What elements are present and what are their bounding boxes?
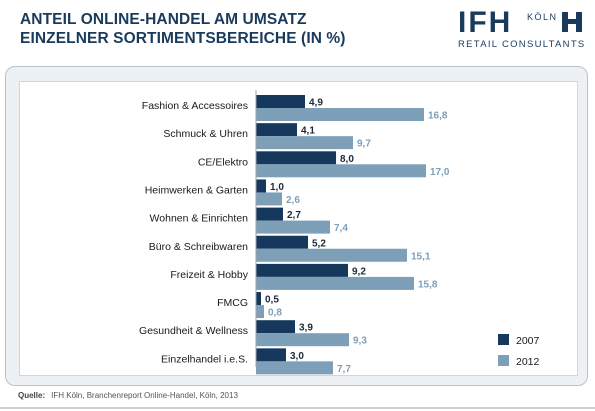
data-label-2012: 0,8 bbox=[268, 308, 282, 319]
bar-2012 bbox=[256, 108, 424, 121]
category-group: Schmuck & Uhren 4,1 9,7 bbox=[163, 123, 371, 150]
source-note: Quelle: IFH Köln, Branchenreport Online-H… bbox=[18, 391, 238, 400]
legend-swatch-2007 bbox=[498, 334, 509, 345]
bar-chart: Fashion & Accessoires 4,9 16,8 Schmuck & Uh… bbox=[139, 90, 540, 375]
data-label-2007: 4,9 bbox=[309, 98, 323, 109]
bar-2007 bbox=[256, 207, 283, 221]
chart-title-line-1: ANTEIL ONLINE-HANDEL AM UMSATZ bbox=[20, 11, 307, 28]
category-label: Büro & Schreibwaren bbox=[149, 241, 248, 253]
logo-wordmark: IFH bbox=[458, 6, 513, 39]
bottom-accent-line bbox=[0, 407, 595, 409]
data-label-2007: 5,2 bbox=[312, 238, 326, 249]
data-label-2007: 1,0 bbox=[270, 182, 284, 193]
data-label-2007: 9,2 bbox=[352, 266, 366, 277]
bar-2007 bbox=[256, 151, 336, 165]
legend-swatch-2012 bbox=[498, 355, 509, 366]
category-label: Schmuck & Uhren bbox=[163, 128, 248, 140]
legend-label-2012: 2012 bbox=[516, 356, 540, 368]
category-group: Büro & Schreibwaren 5,2 15,1 bbox=[149, 235, 431, 262]
data-label-2007: 3,9 bbox=[299, 323, 313, 334]
data-label-2012: 17,0 bbox=[430, 167, 450, 178]
bar-2012 bbox=[256, 164, 426, 178]
category-group: FMCG 0,5 0,8 bbox=[217, 292, 282, 319]
source-text: IFH Köln, Branchenreport Online-Handel, … bbox=[51, 391, 238, 400]
chart-header: ANTEIL ONLINE-HANDEL AM UMSATZ EINZELNER… bbox=[0, 0, 595, 62]
bar-2007 bbox=[256, 263, 348, 277]
category-group: Einzelhandel i.e.S. 3,0 7,7 bbox=[161, 348, 351, 375]
bar-2007 bbox=[256, 320, 295, 334]
category-label: Heimwerken & Garten bbox=[145, 184, 248, 196]
data-label-2012: 9,7 bbox=[357, 139, 371, 150]
category-label: FMCG bbox=[217, 297, 248, 309]
logo-city: KÖLN bbox=[527, 12, 558, 22]
data-label-2012: 16,8 bbox=[428, 111, 448, 122]
bar-2007 bbox=[256, 235, 308, 249]
category-group: Fashion & Accessoires 4,9 16,8 bbox=[142, 95, 448, 122]
bar-2007 bbox=[256, 179, 266, 193]
plot-area: Fashion & Accessoires 4,9 16,8 Schmuck & Uh… bbox=[19, 81, 578, 376]
ifh-logo: IFH KÖLN RETAIL CONSULTANTS bbox=[458, 6, 586, 52]
bar-2012 bbox=[256, 192, 282, 206]
bar-2007 bbox=[256, 95, 305, 108]
bar-2007 bbox=[256, 348, 286, 362]
category-label: Fashion & Accessoires bbox=[142, 100, 248, 112]
category-label: Freizeit & Hobby bbox=[170, 269, 248, 281]
chart-panel: Fashion & Accessoires 4,9 16,8 Schmuck & Uh… bbox=[5, 66, 588, 386]
logo-h-icon bbox=[562, 12, 582, 32]
data-label-2007: 4,1 bbox=[301, 126, 315, 137]
category-group: Heimwerken & Garten 1,02,6 bbox=[145, 179, 300, 206]
source-label: Quelle: bbox=[18, 391, 46, 400]
data-label-2012: 2,6 bbox=[286, 195, 300, 206]
bar-2012 bbox=[256, 305, 264, 319]
category-group: CE/Elektro 8,0 17,0 bbox=[198, 151, 450, 178]
logo-subtitle: RETAIL CONSULTANTS bbox=[458, 39, 586, 50]
data-label-2007: 3,0 bbox=[290, 351, 304, 362]
category-group: Wohnen & Einrichten 2,7 7,4 bbox=[150, 207, 348, 234]
data-label-2012: 15,1 bbox=[411, 251, 431, 262]
legend: 2007 2012 bbox=[498, 334, 540, 368]
category-label: Wohnen & Einrichten bbox=[150, 213, 249, 225]
legend-label-2007: 2007 bbox=[516, 335, 540, 347]
data-label-2012: 15,8 bbox=[418, 279, 438, 290]
bar-2012 bbox=[256, 136, 353, 150]
bar-2012 bbox=[256, 248, 407, 262]
chart-title-line-2: EINZELNER SORTIMENTSBEREICHE (IN %) bbox=[20, 30, 346, 47]
category-group: Gesundheit & Wellness 3,9 9,3 bbox=[139, 320, 367, 347]
data-label-2012: 7,4 bbox=[334, 223, 348, 234]
data-label-2012: 7,7 bbox=[337, 364, 351, 375]
data-label-2012: 9,3 bbox=[353, 336, 367, 347]
bar-2012 bbox=[256, 276, 414, 290]
bar-2007 bbox=[256, 123, 297, 137]
bar-2012 bbox=[256, 333, 349, 347]
bar-2007 bbox=[256, 292, 261, 306]
bar-2012 bbox=[256, 220, 330, 234]
category-label: Einzelhandel i.e.S. bbox=[161, 353, 248, 365]
data-label-2007: 8,0 bbox=[340, 154, 354, 165]
category-group: Freizeit & Hobby 9,2 15,8 bbox=[170, 263, 438, 290]
category-label: Gesundheit & Wellness bbox=[139, 325, 248, 337]
chart-title: ANTEIL ONLINE-HANDEL AM UMSATZ EINZELNER… bbox=[20, 10, 346, 48]
category-label: CE/Elektro bbox=[198, 156, 248, 168]
data-label-2007: 0,5 bbox=[265, 295, 279, 306]
data-label-2007: 2,7 bbox=[287, 210, 301, 221]
bar-2012 bbox=[256, 361, 333, 375]
